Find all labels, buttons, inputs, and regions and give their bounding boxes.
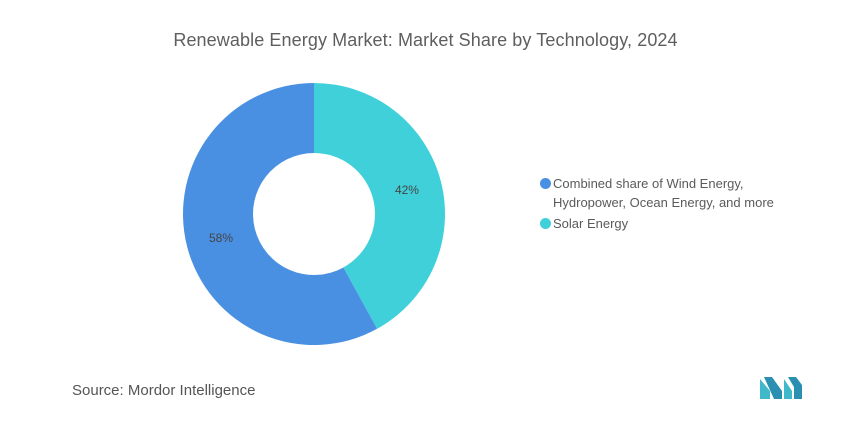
legend-label-solar: Solar Energy: [553, 216, 629, 231]
slice-solar[interactable]: [314, 83, 445, 329]
source-note: Source: Mordor Intelligence: [72, 382, 255, 399]
source-text: Mordor Intelligence: [127, 382, 256, 399]
logo-shape-left: [760, 379, 770, 399]
slice-label-combined: 58%: [209, 231, 233, 245]
logo-shape-end: [788, 377, 802, 399]
logo-shape-mid: [764, 377, 782, 399]
legend-swatch-solar: [540, 218, 551, 229]
legend-item-combined[interactable]: Combined share of Wind Energy, Hydropowe…: [540, 174, 830, 212]
chart-title: Renewable Energy Market: Market Share by…: [173, 30, 678, 50]
slice-labels: 42% 58%: [209, 183, 419, 245]
slice-combined[interactable]: [182, 83, 378, 345]
mordor-intelligence-logo: [760, 377, 802, 399]
legend-swatch-combined: [540, 178, 551, 189]
legend-item-solar[interactable]: Solar Energy: [540, 214, 830, 233]
slice-label-solar: 42%: [395, 183, 419, 197]
chart-legend: Combined share of Wind Energy, Hydropowe…: [540, 174, 830, 235]
donut-slices: [182, 83, 445, 345]
logo-shape-right: [784, 379, 792, 399]
legend-label-combined-line1: Combined share of Wind Energy,: [553, 176, 744, 191]
legend-label-combined-line2: Hydropower, Ocean Energy, and more: [553, 195, 774, 210]
source-label: Source:: [72, 382, 124, 399]
